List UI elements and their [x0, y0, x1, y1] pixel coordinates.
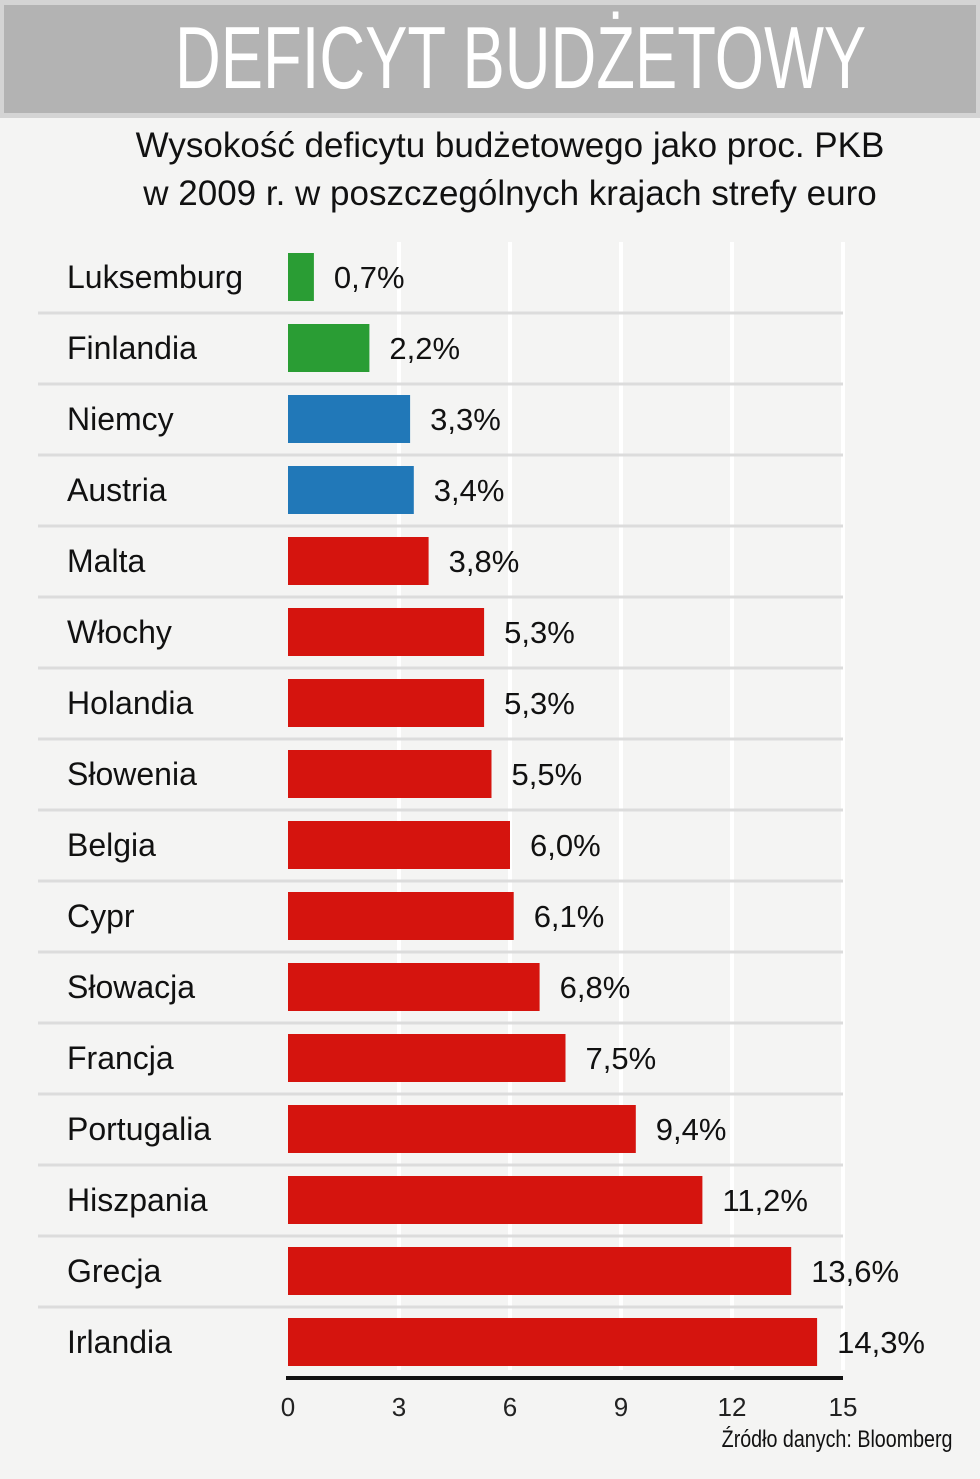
data-label: 7,5%	[586, 1041, 657, 1076]
data-label: 3,3%	[430, 402, 501, 437]
bar	[288, 324, 370, 372]
subtitle-line-2: w 2009 r. w poszczególnych krajach stref…	[143, 174, 877, 213]
data-label: 9,4%	[656, 1112, 727, 1147]
category-label: Luksemburg	[67, 259, 243, 295]
x-tick-label: 3	[392, 1392, 406, 1422]
category-label: Portugalia	[67, 1111, 211, 1147]
data-label: 6,1%	[534, 899, 605, 934]
category-label: Irlandia	[67, 1324, 172, 1360]
bar	[288, 750, 492, 798]
x-tick-label: 9	[614, 1392, 628, 1422]
data-label: 14,3%	[837, 1325, 925, 1360]
bar	[288, 1318, 818, 1366]
header-inner	[4, 5, 976, 113]
x-tick-label: 15	[829, 1392, 858, 1422]
bar	[288, 253, 314, 301]
bar	[288, 963, 540, 1011]
bar	[288, 466, 414, 514]
data-label: 13,6%	[811, 1254, 899, 1289]
subtitle-line-1: Wysokość deficytu budżetowego jako proc.…	[135, 126, 885, 165]
bar	[288, 892, 514, 940]
category-label: Holandia	[67, 685, 194, 721]
data-label: 5,3%	[504, 686, 575, 721]
category-label: Austria	[67, 472, 167, 508]
bar	[288, 537, 429, 585]
source-note: Źródło danych: Bloomberg	[721, 1426, 952, 1453]
category-label: Francja	[67, 1040, 174, 1076]
category-label: Grecja	[67, 1253, 161, 1289]
bar	[288, 679, 485, 727]
data-label: 6,8%	[560, 970, 631, 1005]
category-label: Malta	[67, 543, 145, 579]
data-label: 5,3%	[504, 615, 575, 650]
bar	[288, 1105, 636, 1153]
data-label: 11,2%	[722, 1183, 808, 1218]
x-tick-label: 0	[281, 1392, 295, 1422]
data-label: 6,0%	[530, 828, 601, 863]
bar	[288, 608, 485, 656]
data-label: 3,4%	[434, 473, 505, 508]
data-label: 0,7%	[334, 260, 405, 295]
category-label: Włochy	[67, 614, 172, 650]
chart-subtitle: Wysokość deficytu budżetowego jako proc.…	[60, 122, 960, 218]
category-label: Belgia	[67, 827, 156, 863]
data-label: 5,5%	[512, 757, 583, 792]
category-label: Hiszpania	[67, 1182, 208, 1218]
chart-title: DEFICYT BUDŻETOWY	[175, 8, 867, 107]
category-label: Finlandia	[67, 330, 197, 366]
x-tick-label: 6	[503, 1392, 517, 1422]
x-tick-label: 12	[718, 1392, 747, 1422]
category-label: Cypr	[67, 898, 135, 934]
bar	[288, 395, 411, 443]
category-label: Słowenia	[67, 756, 197, 792]
category-label: Słowacja	[67, 969, 195, 1005]
bar	[288, 1176, 703, 1224]
category-label: Niemcy	[67, 401, 174, 437]
bar	[288, 1247, 792, 1295]
bar	[288, 821, 510, 869]
header-band: DEFICYT BUDŻETOWY	[0, 0, 980, 118]
data-label: 2,2%	[389, 331, 460, 366]
data-label: 3,8%	[449, 544, 520, 579]
bar	[288, 1034, 566, 1082]
